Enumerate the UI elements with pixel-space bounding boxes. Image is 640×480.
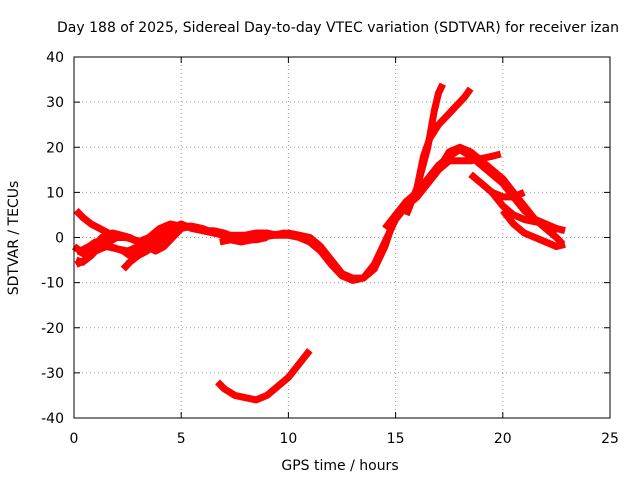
- x-tick-label: 10: [279, 431, 297, 447]
- series-line-low-arc: [215, 348, 313, 404]
- series-line-late-tail-4: [489, 190, 536, 226]
- y-tick-label: 20: [46, 140, 64, 156]
- y-tick-label: -40: [41, 411, 64, 427]
- x-tick-label: 15: [387, 431, 405, 447]
- y-tick-label: 10: [46, 185, 64, 201]
- y-tick-label: -20: [41, 321, 64, 337]
- y-tick-label: -30: [41, 366, 64, 382]
- y-tick-label: 40: [46, 50, 64, 66]
- series-line-early-start-high: [73, 207, 144, 246]
- axis-ticks: 0 5 10 15 20 25 -40 -30 -20 -10 0 10 20 30 40: [41, 50, 619, 447]
- series-line-late-spike-1: [403, 82, 446, 217]
- series-line-main-arc-b: [76, 143, 566, 284]
- series-line-late-spike-2: [413, 86, 474, 189]
- x-axis-label: GPS time / hours: [281, 458, 398, 474]
- plot-frame: [73, 56, 611, 419]
- chart-title: Day 188 of 2025, Sidereal Day-to-day VTE…: [57, 20, 619, 36]
- x-tick-label: 25: [601, 431, 619, 447]
- series-line-late-arc-c: [382, 150, 502, 231]
- y-tick-label: -10: [41, 276, 64, 292]
- series-line-mid-plateau-2: [219, 229, 307, 246]
- data-series: [71, 82, 566, 404]
- x-tick-label: 0: [70, 431, 79, 447]
- y-tick-label: 0: [55, 231, 64, 247]
- y-tick-label: 30: [46, 95, 64, 111]
- x-tick-label: 5: [177, 431, 186, 447]
- series-line-early-short-a: [120, 234, 167, 272]
- series-line-late-tail-2: [500, 208, 566, 250]
- x-tick-label: 20: [494, 431, 512, 447]
- y-axis-label: SDTVAR / TECUs: [6, 181, 22, 296]
